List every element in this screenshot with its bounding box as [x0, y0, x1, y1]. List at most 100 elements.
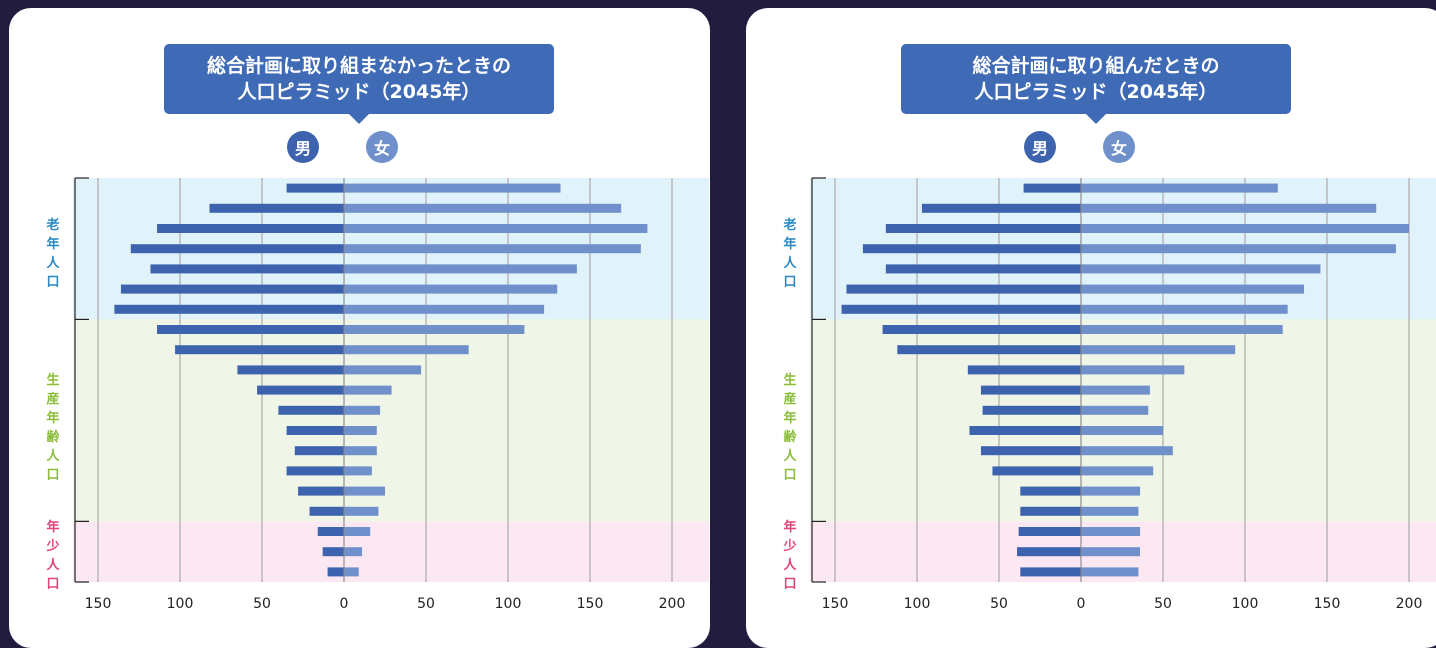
female-bar [1081, 224, 1409, 233]
male-bar [286, 426, 344, 435]
x-tick-label: 150 [85, 596, 112, 612]
male-badge: 男 [287, 131, 319, 163]
female-bar [1081, 506, 1139, 516]
male-bar [120, 284, 345, 294]
male-bar [1020, 506, 1081, 516]
female-bar [344, 527, 371, 536]
x-tick-label: 50 [253, 596, 271, 612]
female-bar [344, 325, 525, 334]
male-bar [897, 345, 1081, 355]
x-tick-label: 150 [577, 596, 604, 612]
chart-title-box: 総合計画に取り組まなかったときの 人口ピラミッド（2045年） [164, 44, 554, 124]
female-bar [344, 405, 381, 415]
female-bar [344, 506, 379, 516]
male-bar [921, 203, 1081, 213]
female-bar [1081, 284, 1305, 294]
male-bar [1018, 527, 1081, 536]
x-tick-label: 150 [1314, 596, 1341, 612]
male-bar [237, 365, 344, 375]
female-bar [1081, 486, 1141, 496]
male-bar [278, 405, 344, 415]
x-tick-label: 0 [340, 596, 349, 612]
band-young [73, 521, 709, 582]
chart-title: 総合計画に取り組まなかったときの [206, 55, 511, 77]
label-young: 年少人口 [46, 520, 60, 592]
female-bar [1081, 264, 1321, 274]
female-bar [1081, 183, 1278, 193]
pyramid-panel-right: 総合計画に取り組んだときの 人口ピラミッド（2045年） 男 女 150 100 5… [746, 8, 1436, 648]
male-bar [862, 244, 1081, 254]
female-bar [344, 244, 641, 254]
male-bar [298, 486, 344, 496]
male-bar [309, 506, 344, 516]
male-bar [992, 466, 1081, 476]
male-bar [1020, 486, 1081, 496]
female-bar [1081, 325, 1283, 334]
female-bar [344, 183, 561, 193]
female-bar [344, 224, 648, 233]
female-bar [344, 567, 359, 577]
male-bar [885, 224, 1081, 233]
x-tick-label: 100 [904, 596, 931, 612]
female-badge: 女 [1103, 131, 1135, 163]
female-bar [1081, 405, 1149, 415]
male-bar [980, 446, 1081, 456]
female-bar [344, 345, 469, 355]
male-bar [885, 264, 1081, 274]
x-tick-label: 50 [1154, 596, 1172, 612]
female-bar [344, 486, 385, 496]
pyramid-panel-left: 総合計画に取り組まなかったときの 人口ピラミッド（2045年） 男 女 150 1… [9, 8, 710, 648]
male-badge: 男 [1024, 131, 1056, 163]
chart-title-box: 総合計画に取り組んだときの 人口ピラミッド（2045年） [901, 44, 1291, 124]
male-bar [1017, 547, 1081, 557]
female-bar [344, 304, 545, 314]
female-bar [344, 284, 558, 294]
male-bar [294, 446, 344, 456]
female-bar [1081, 466, 1154, 476]
pyramid-plot: 150 100 50 0 50 100 150 200 [810, 177, 1436, 612]
male-bar [286, 183, 344, 193]
x-tick-label: 100 [167, 596, 194, 612]
female-bar [1081, 426, 1163, 435]
x-tick-label: 100 [1232, 596, 1259, 612]
chart-title: 総合計画に取り組んだときの [972, 55, 1220, 77]
male-bar [150, 264, 344, 274]
female-badge: 女 [366, 131, 398, 163]
female-bar [344, 385, 392, 395]
male-bar [322, 547, 344, 557]
female-bar [344, 365, 422, 375]
label-working-age: 生産年齢人口 [783, 373, 797, 483]
male-bar [969, 426, 1081, 435]
female-bar [1081, 365, 1185, 375]
label-old-age: 老年人口 [783, 218, 797, 290]
male-bar [846, 284, 1081, 294]
male-bar [327, 567, 344, 577]
female-bar [344, 264, 577, 274]
male-bar [286, 466, 344, 476]
female-bar [344, 547, 363, 557]
male-bar [130, 244, 344, 254]
chart-title-line2: 人口ピラミッド（2045年） [237, 81, 481, 103]
female-bar [1081, 446, 1173, 456]
male-bar [114, 304, 345, 314]
female-bar [1081, 304, 1288, 314]
chart-title-line2: 人口ピラミッド（2045年） [974, 81, 1218, 103]
x-tick-label: 50 [417, 596, 435, 612]
x-tick-label: 150 [822, 596, 849, 612]
male-bar [317, 527, 344, 536]
x-tick-label: 100 [495, 596, 522, 612]
female-bar [1081, 203, 1377, 213]
male-bar [1023, 183, 1081, 193]
male-bar [967, 365, 1081, 375]
female-bar [344, 446, 377, 456]
label-old-age: 老年人口 [46, 218, 60, 290]
x-tick-label: 200 [659, 596, 686, 612]
male-bar [157, 224, 344, 233]
male-bar [980, 385, 1081, 395]
x-tick-label: 200 [1396, 596, 1423, 612]
label-young: 年少人口 [783, 520, 797, 592]
female-bar [1081, 567, 1139, 577]
male-bar [175, 345, 344, 355]
male-bar [982, 405, 1081, 415]
pyramid-plot: 150 100 50 0 50 100 150 200 [73, 177, 709, 612]
